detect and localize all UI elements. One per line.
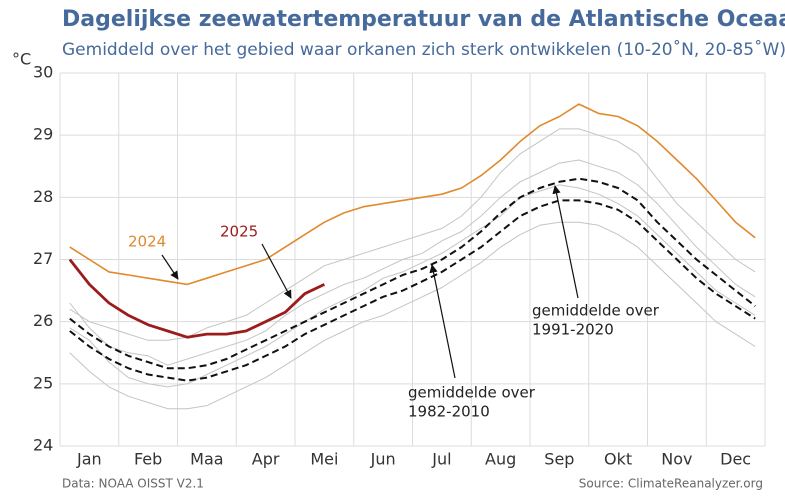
series-label: 1991-2020 bbox=[532, 321, 614, 339]
x-tick-label: Jan bbox=[76, 450, 102, 469]
chart-subtitle: Gemiddeld over het gebied waar orkanen z… bbox=[62, 39, 785, 60]
x-tick-label: Jul bbox=[431, 450, 451, 469]
x-tick-label: Nov bbox=[661, 450, 692, 469]
series-label: 2025 bbox=[220, 223, 258, 241]
annotation-arrow bbox=[161, 254, 179, 280]
x-tick-label: Apr bbox=[252, 450, 280, 469]
y-tick-label: 25 bbox=[33, 373, 53, 392]
x-tick-label: Maa bbox=[190, 450, 223, 469]
chart-title: Dagelijkse zeewatertemperatuur van de At… bbox=[62, 7, 785, 32]
source-right: Source: ClimateReanalyzer.org bbox=[579, 477, 763, 491]
y-tick-label: 28 bbox=[33, 187, 53, 206]
y-tick-label: 27 bbox=[33, 249, 53, 268]
background-line bbox=[69, 159, 756, 366]
annotation-arrow bbox=[552, 185, 579, 299]
x-tick-label: Okt bbox=[604, 450, 632, 469]
x-tick-label: Sep bbox=[544, 450, 574, 469]
series-label: 2024 bbox=[128, 233, 166, 251]
background-line bbox=[69, 128, 756, 341]
series-label: gemiddelde over bbox=[408, 384, 536, 402]
y-unit: °C bbox=[12, 50, 31, 69]
y-tick-label: 29 bbox=[33, 125, 53, 144]
series-line bbox=[68, 258, 326, 339]
source-left: Data: NOAA OISST V2.1 bbox=[62, 477, 204, 491]
x-tick-label: Feb bbox=[134, 450, 162, 469]
annotation-arrow bbox=[429, 264, 456, 379]
series-line bbox=[69, 177, 756, 370]
x-tick-label: Aug bbox=[485, 450, 516, 469]
y-tick-label: 24 bbox=[33, 436, 53, 455]
x-tick-label: Mei bbox=[310, 450, 338, 469]
y-tick-label: 26 bbox=[33, 311, 53, 330]
x-tick-label: Jun bbox=[370, 450, 396, 469]
background-line bbox=[69, 184, 756, 388]
series-line bbox=[69, 199, 756, 382]
series-label: 1982-2010 bbox=[408, 403, 490, 421]
y-tick-label: 30 bbox=[33, 63, 53, 82]
series-line bbox=[69, 103, 756, 286]
series-label: gemiddelde over bbox=[532, 302, 660, 320]
background-line bbox=[69, 221, 756, 410]
annotation-arrow bbox=[261, 243, 292, 299]
x-tick-label: Dec bbox=[720, 450, 751, 469]
